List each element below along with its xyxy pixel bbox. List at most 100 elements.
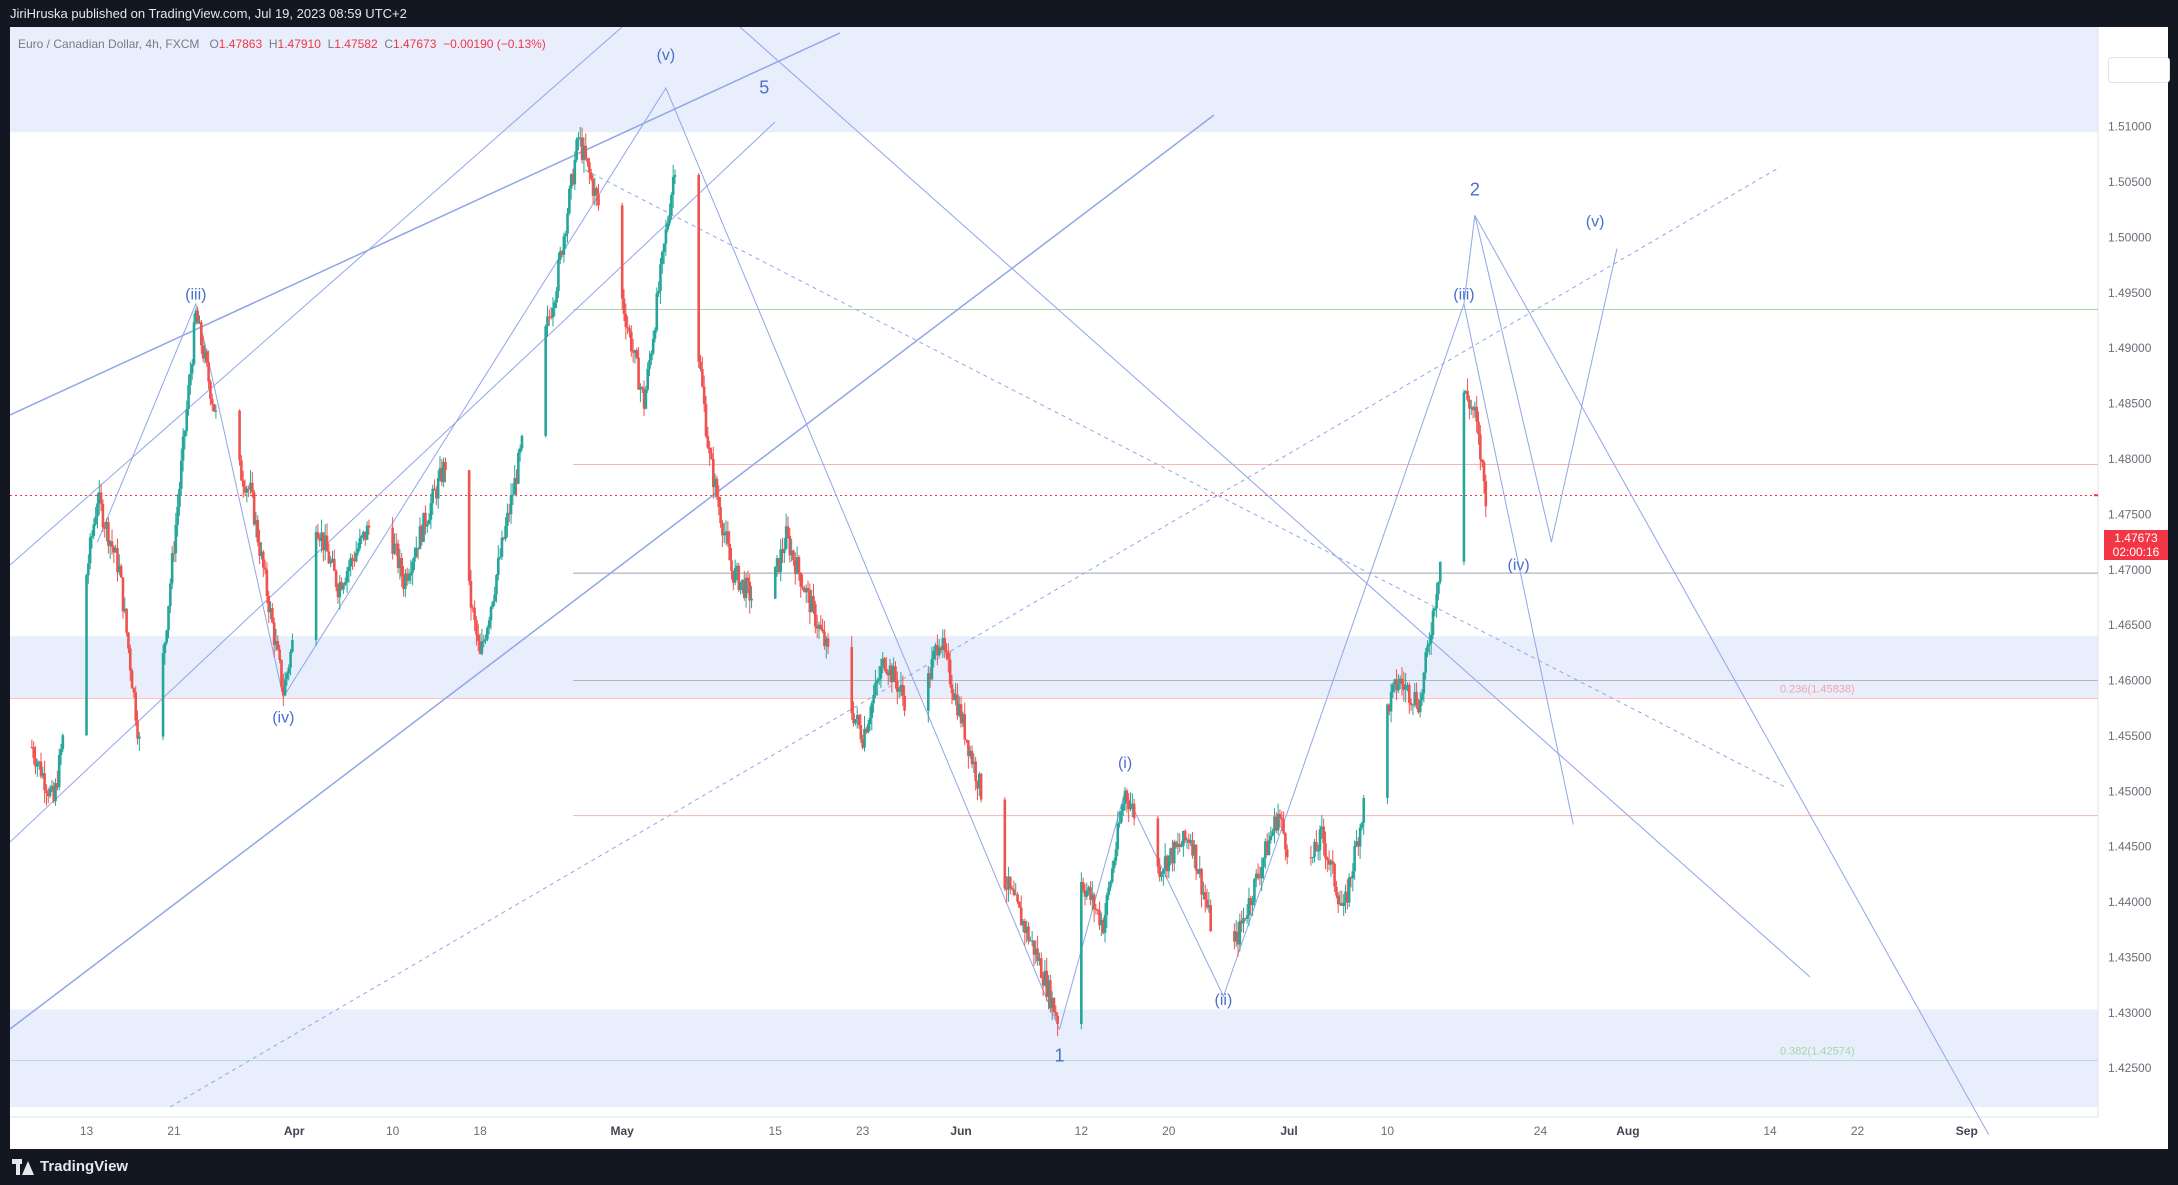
candle-body (1174, 841, 1178, 847)
candle-body (1280, 817, 1284, 820)
y-tick-label: 1.50000 (2108, 230, 2152, 244)
publish-info: JiriHruska published on TradingView.com,… (0, 0, 2178, 27)
candle-body (640, 387, 644, 389)
open-label: O (209, 37, 219, 51)
candle-body (1407, 684, 1411, 703)
candle-body (1360, 822, 1364, 828)
candle-body (580, 137, 584, 160)
candle-body (814, 604, 817, 627)
candle-body (427, 519, 431, 525)
candle-body (285, 673, 289, 680)
candle-body (1041, 977, 1045, 986)
candle-body (329, 561, 332, 564)
candle-body (475, 620, 478, 635)
candle-body (1282, 819, 1285, 834)
candle-body (1081, 881, 1085, 891)
candle-body (659, 264, 662, 291)
candle-body (338, 582, 342, 598)
candle-body (586, 158, 589, 163)
candle-body (411, 561, 414, 573)
candle-body (624, 313, 628, 328)
candle-body (114, 548, 117, 553)
candle-body (1311, 857, 1315, 859)
candle-body (976, 781, 979, 789)
candle-body (582, 145, 586, 160)
candle-body (209, 381, 212, 399)
candle-body (823, 631, 826, 646)
candle-body (1431, 610, 1435, 636)
candle-body (52, 785, 56, 802)
candle-body (1100, 919, 1103, 926)
candle-body (668, 215, 671, 224)
candle-body (786, 526, 790, 536)
candle-body (1468, 399, 1471, 409)
y-tick-label: 1.45500 (2108, 729, 2152, 743)
candle-body (1340, 903, 1344, 906)
candle-body (1096, 909, 1100, 911)
candle-body (1475, 406, 1479, 422)
symbol-name[interactable]: Euro / Canadian Dollar, 4h, FXCM (18, 37, 200, 51)
x-tick-label: May (611, 1124, 635, 1138)
candle-body (968, 750, 972, 756)
candle-body (879, 666, 883, 679)
candle-body (424, 512, 427, 527)
scale-settings-button[interactable] (2108, 57, 2170, 83)
candle-body (48, 788, 52, 797)
candle-body (119, 565, 123, 578)
candle-body (429, 503, 433, 520)
candle-body (316, 532, 320, 538)
candle-body (314, 532, 318, 641)
candle-body (1358, 827, 1362, 847)
change-value: −0.00190 (−0.13%) (443, 37, 546, 51)
candle-body (1209, 905, 1212, 932)
candle-body (511, 494, 515, 496)
candle-body (336, 587, 340, 598)
candle-body (1435, 594, 1438, 609)
candle-body (1054, 1011, 1058, 1016)
candle-body (877, 678, 881, 681)
candle-body (1316, 850, 1320, 852)
candle-body (824, 638, 828, 646)
candle-body (241, 480, 245, 487)
candle-body (1169, 848, 1172, 856)
candle-body (1466, 391, 1469, 400)
candle-body (952, 693, 956, 700)
x-tick-label: Aug (1616, 1124, 1639, 1138)
x-tick-label: 10 (1381, 1124, 1395, 1138)
candle-body (1129, 805, 1132, 810)
candle-body (506, 512, 509, 526)
candle-body (252, 492, 256, 525)
candle-body (323, 535, 327, 551)
candle-body (710, 453, 713, 459)
candle-body (1479, 434, 1482, 460)
candle-body (107, 521, 110, 546)
candle-body (741, 579, 744, 582)
candle-body (784, 526, 788, 549)
candle-body (588, 162, 591, 173)
candle-body (416, 547, 420, 550)
candle-body (748, 581, 752, 601)
candle-body (1415, 692, 1418, 707)
candle-body (872, 694, 875, 704)
wave-label: (iii) (1453, 286, 1474, 303)
chart-panel[interactable]: 1.515001.510001.505001.500001.495001.490… (10, 27, 2170, 1149)
candle-body (205, 351, 209, 363)
candle-body (699, 361, 702, 370)
candle-body (1112, 860, 1116, 869)
candle-body (1469, 407, 1473, 409)
candle-body (1386, 704, 1389, 798)
chart-canvas[interactable]: 1.515001.510001.505001.500001.495001.490… (10, 27, 2168, 1149)
candle-body (730, 560, 733, 571)
candle-body (562, 236, 566, 255)
candle-body (863, 728, 866, 748)
candle-body (476, 634, 480, 642)
candle-body (799, 572, 803, 587)
candle-body (495, 575, 498, 595)
candle-body (775, 558, 779, 567)
candle-body (961, 714, 965, 724)
candle-body (57, 754, 61, 788)
tradingview-logo[interactable]: TradingView (12, 1158, 128, 1175)
candle-body (1038, 958, 1041, 961)
candle-body (482, 640, 486, 643)
wave-label: (i) (1118, 755, 1132, 772)
